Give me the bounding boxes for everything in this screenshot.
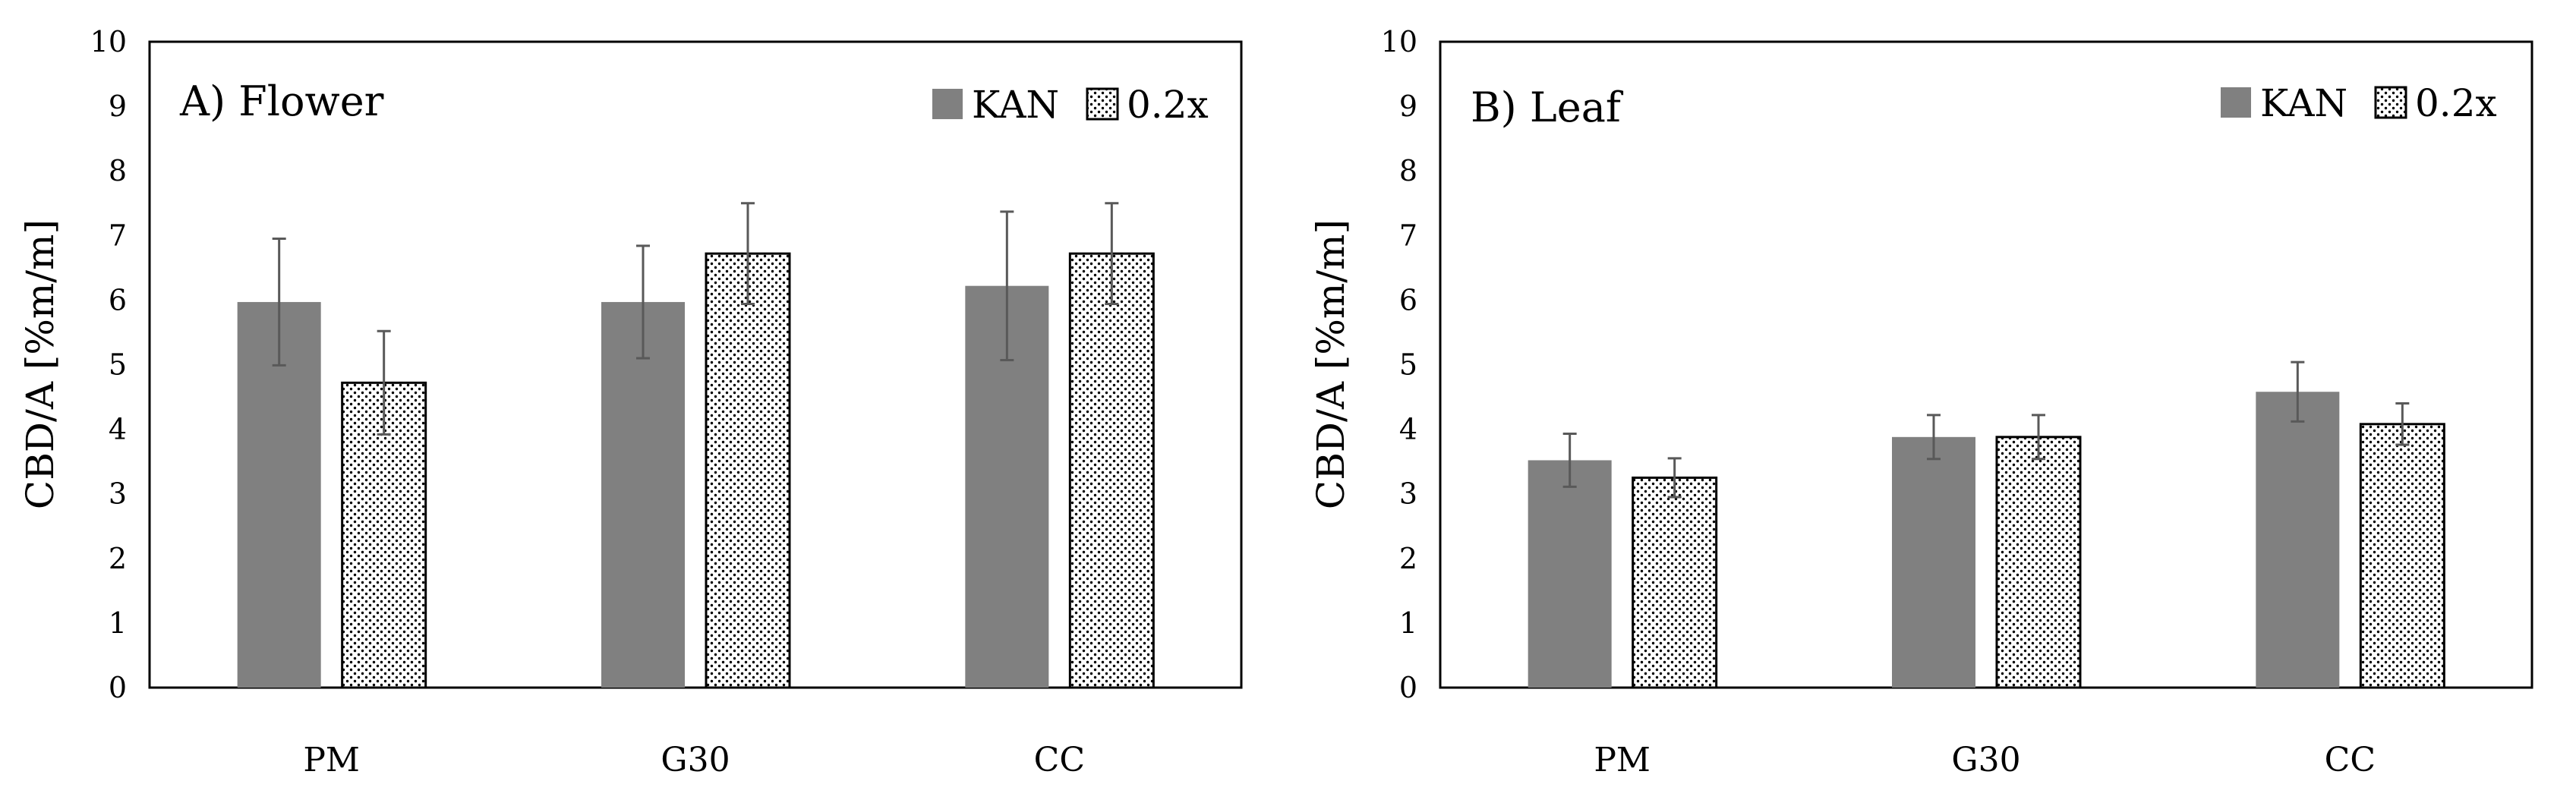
legend-label: 0.2x	[2415, 81, 2497, 125]
y-tick-label: 7	[109, 219, 127, 252]
error-bar	[1105, 202, 1119, 306]
bar-02x-g30	[1995, 436, 2082, 689]
chart-panel-flower: 0 1 2 3 4 5 6 7 8 9 10 PM G30 CC CBD/A [%m/m] A) Flo…	[18, 25, 1243, 779]
bar-02x-cc	[1068, 252, 1155, 689]
x-tick-label: CC	[1034, 741, 1085, 779]
error-bar	[1667, 457, 1682, 499]
bar-KAN-cc	[2256, 392, 2340, 688]
panel-title: B) Leaf	[1471, 83, 1624, 131]
x-tick-label: G30	[1951, 741, 2020, 779]
bar-KAN-g30	[601, 301, 685, 688]
legend: KAN 0.2x	[932, 83, 1209, 127]
y-tick-label: 10	[1381, 25, 1417, 58]
y-axis-label: CBD/A [%m/m]	[1309, 219, 1353, 509]
bar-02x-pm	[1632, 476, 1718, 689]
y-tick-label: 8	[1399, 154, 1417, 187]
y-tick-label: 6	[1399, 283, 1417, 316]
x-tick-labels: PM G30 CC	[1594, 741, 2376, 779]
error-bar	[2291, 360, 2305, 423]
y-tick-label: 6	[109, 283, 127, 316]
y-tick-label: 3	[1399, 477, 1417, 511]
legend: KAN 0.2x	[2221, 81, 2497, 125]
bar-KAN-g30	[1892, 436, 1975, 688]
y-tick-label: 9	[109, 90, 127, 123]
y-tick-labels: 0 1 2 3 4 5 6 7 8 9 10	[90, 25, 127, 704]
legend-swatch	[932, 89, 963, 119]
y-tick-label: 1	[1399, 606, 1417, 640]
y-tick-label: 10	[90, 25, 127, 58]
error-bar	[272, 238, 286, 367]
error-bar	[2032, 414, 2045, 461]
bar-marks	[237, 202, 1155, 689]
legend-label: KAN	[972, 83, 1059, 127]
y-tick-label: 4	[109, 413, 127, 446]
y-tick-label: 2	[1399, 542, 1417, 575]
legend-label: 0.2x	[1127, 83, 1209, 127]
y-tick-label: 9	[1399, 90, 1417, 123]
y-tick-labels: 0 1 2 3 4 5 6 7 8 9 10	[1381, 25, 1417, 704]
bar-KAN-pm	[1528, 460, 1612, 688]
y-tick-label: 1	[109, 606, 127, 640]
x-tick-labels: PM G30 CC	[303, 741, 1085, 779]
plot-frame	[148, 40, 1243, 689]
bar-02x-cc	[2359, 423, 2445, 689]
chart-panel-leaf: 0 1 2 3 4 5 6 7 8 9 10 PM G30 CC CBD/A [%m/m] B) Lea…	[1309, 25, 2533, 779]
y-tick-label: 5	[109, 348, 127, 382]
bar-02x-g30	[705, 252, 791, 689]
legend-swatch	[2221, 87, 2251, 118]
error-bar	[1562, 433, 1577, 488]
y-tick-label: 0	[1399, 671, 1417, 704]
x-tick-label: CC	[2325, 741, 2376, 779]
plot-frame	[1439, 40, 2533, 689]
y-tick-label: 8	[109, 154, 127, 187]
y-tick-label: 3	[109, 477, 127, 511]
legend-label: KAN	[2260, 81, 2347, 125]
panel-title: A) Flower	[179, 77, 384, 125]
y-tick-label: 7	[1399, 219, 1417, 252]
legend-swatch	[2374, 86, 2407, 119]
legend-swatch	[1086, 87, 1119, 121]
x-tick-label: G30	[661, 741, 730, 779]
error-bar	[2395, 402, 2410, 446]
bar-marks	[1528, 360, 2445, 689]
x-tick-label: PM	[1594, 741, 1651, 779]
y-tick-label: 5	[1399, 348, 1417, 382]
error-bar	[1927, 414, 1941, 461]
error-bar	[636, 244, 650, 360]
error-bar	[1000, 210, 1014, 362]
error-bar	[377, 329, 391, 436]
x-tick-label: PM	[303, 741, 360, 779]
y-tick-label: 0	[109, 671, 127, 704]
y-tick-label: 2	[109, 542, 127, 575]
y-tick-label: 4	[1399, 413, 1417, 446]
error-bar	[741, 202, 755, 306]
y-axis-label: CBD/A [%m/m]	[18, 219, 62, 509]
